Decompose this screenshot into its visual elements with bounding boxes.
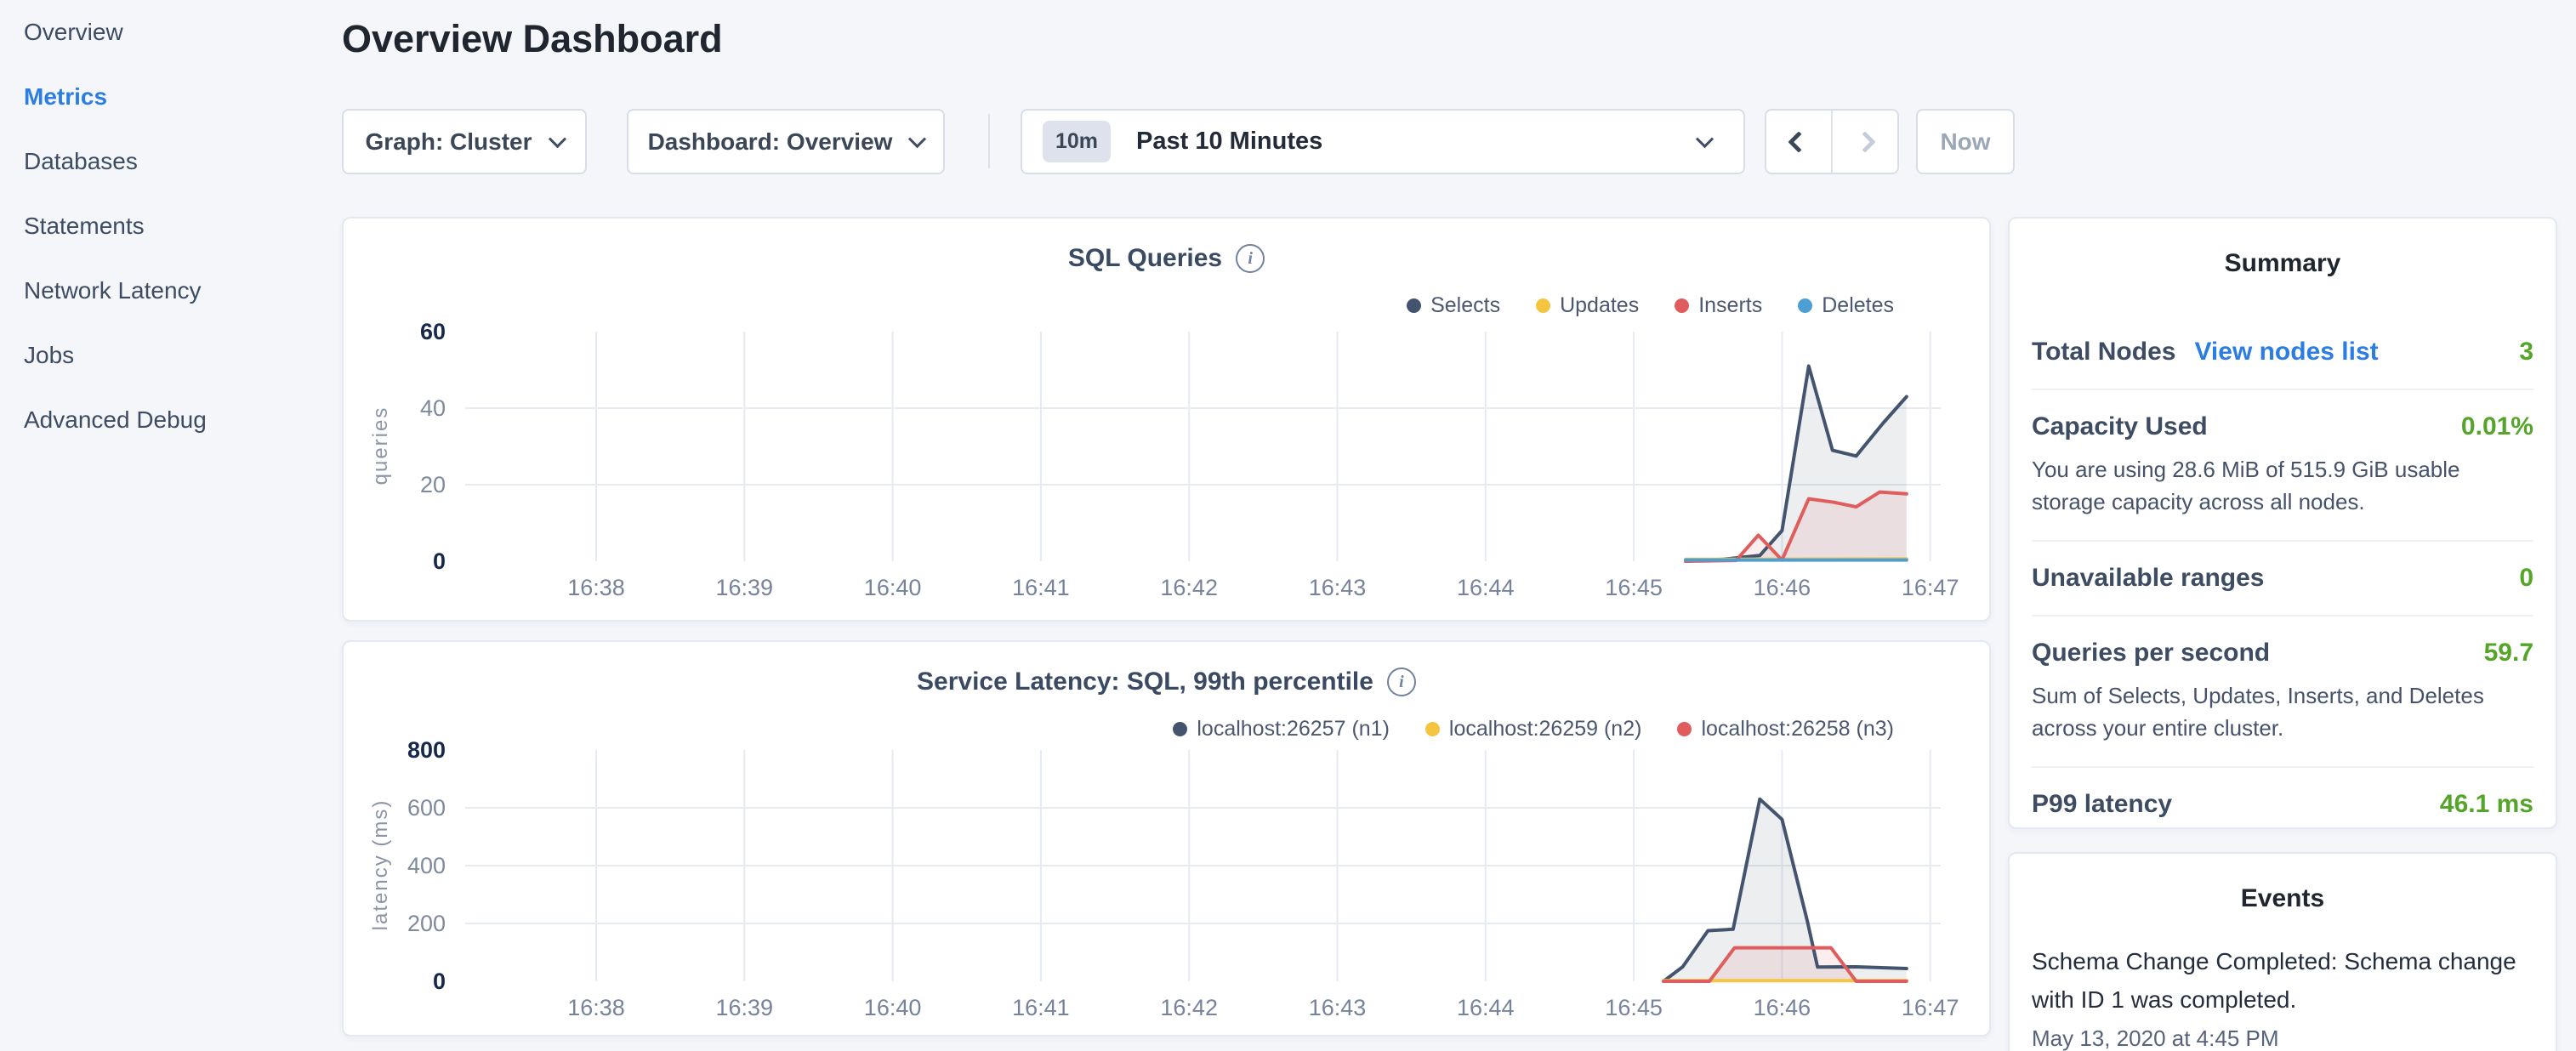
sidebar-item-statements[interactable]: Statements (0, 194, 342, 258)
events-title: Events (2032, 884, 2533, 913)
y-tick-label: 0 (344, 548, 446, 575)
time-range-label: Past 10 Minutes (1136, 128, 1322, 156)
sidebar-item-jobs[interactable]: Jobs (0, 323, 342, 388)
summary-label: P99 latency (2032, 790, 2172, 819)
dashboard-dropdown[interactable]: Dashboard: Overview (627, 109, 945, 174)
graph-dropdown[interactable]: Graph: Cluster (342, 109, 587, 174)
view-nodes-list-link[interactable]: View nodes list (2194, 338, 2378, 366)
y-tick-label: 40 (344, 395, 446, 422)
summary-value: 46.1 ms (2440, 790, 2533, 819)
graph-dropdown-label: Graph: Cluster (365, 128, 532, 156)
y-tick-label: 600 (344, 794, 446, 821)
page-title: Overview Dashboard (342, 17, 723, 61)
x-tick-label: 16:40 (829, 995, 957, 1021)
x-tick-label: 16:38 (532, 995, 660, 1021)
chart-plot-area: queries 0 20 40 60 16:38 16:39 16:40 16:41 16:42… (344, 219, 1989, 620)
chevron-down-icon (548, 130, 566, 148)
x-tick-label: 16:46 (1718, 995, 1845, 1021)
x-tick-label: 16:41 (977, 575, 1105, 601)
summary-rows: Total Nodes View nodes list 3 Capacity Used… (2032, 315, 2533, 841)
summary-row: Capacity Used 0.01% You are using 28.6 MiB… (2032, 389, 2533, 540)
chevron-right-icon (1854, 131, 1875, 152)
summary-title: Summary (2032, 249, 2533, 278)
x-tick-label: 16:41 (977, 995, 1105, 1021)
x-tick-label: 16:39 (680, 575, 808, 601)
sidebar-item-metrics[interactable]: Metrics (0, 65, 342, 129)
y-tick-label: 400 (344, 852, 446, 879)
next-time-button[interactable] (1831, 111, 1897, 173)
y-axis-label: queries (369, 318, 393, 573)
summary-label: Total Nodes (2032, 338, 2175, 366)
prev-time-button[interactable] (1766, 111, 1831, 173)
x-tick-label: 16:45 (1570, 575, 1697, 601)
x-tick-label: 16:43 (1274, 575, 1402, 601)
sidebar-item-network-latency[interactable]: Network Latency (0, 258, 342, 323)
sidebar-item-advanced-debug[interactable]: Advanced Debug (0, 388, 342, 452)
summary-row: Unavailable ranges 0 (2032, 540, 2533, 615)
y-tick-label: 0 (344, 968, 446, 995)
y-tick-label: 60 (344, 318, 446, 345)
now-button[interactable]: Now (1916, 109, 2015, 174)
sidebar-item-databases[interactable]: Databases (0, 129, 342, 194)
x-tick-label: 16:42 (1125, 575, 1253, 601)
summary-label: Capacity Used (2032, 412, 2208, 441)
x-tick-label: 16:39 (680, 995, 808, 1021)
y-tick-label: 800 (344, 736, 446, 764)
chevron-down-icon (908, 130, 926, 148)
chevron-left-icon (1788, 131, 1809, 152)
x-tick-label: 16:47 (1867, 575, 1994, 601)
time-step-button-group (1765, 109, 1899, 174)
summary-value: 0 (2519, 564, 2533, 593)
summary-value: 3 (2519, 338, 2533, 366)
y-tick-label: 20 (344, 471, 446, 498)
metrics-dashboard-app: OverviewMetricsDatabasesStatementsNetwor… (0, 0, 2576, 1051)
chevron-down-icon (1696, 130, 1714, 148)
summary-row: P99 latency 46.1 ms (2032, 766, 2533, 841)
summary-value: 59.7 (2484, 639, 2533, 668)
x-tick-label: 16:44 (1422, 575, 1550, 601)
dashboard-dropdown-label: Dashboard: Overview (648, 128, 893, 156)
summary-label: Queries per second (2032, 639, 2270, 668)
chart-panel-service-latency: Service Latency: SQL, 99th percentile i … (342, 640, 1991, 1037)
toolbar-divider (988, 114, 990, 168)
x-tick-label: 16:44 (1422, 995, 1550, 1021)
x-tick-label: 16:46 (1718, 575, 1845, 601)
summary-row: Queries per second 59.7 Sum of Selects, Up… (2032, 615, 2533, 766)
summary-description: Sum of Selects, Updates, Inserts, and De… (2032, 679, 2533, 744)
event-item: Schema Change Completed: Schema change w… (2032, 942, 2533, 1019)
x-tick-label: 16:47 (1867, 995, 1994, 1021)
summary-description: You are using 28.6 MiB of 515.9 GiB usab… (2032, 453, 2533, 518)
summary-row: Total Nodes View nodes list 3 (2032, 315, 2533, 389)
chart-plot-area: latency (ms) 020040060080016:3816:3916:4… (344, 642, 1989, 1035)
x-tick-label: 16:43 (1274, 995, 1402, 1021)
sidebar-nav: OverviewMetricsDatabasesStatementsNetwor… (0, 0, 342, 1051)
summary-panel: Summary Total Nodes View nodes list 3 Capac… (2008, 217, 2557, 829)
events-panel: Events Schema Change Completed: Schema c… (2008, 852, 2557, 1051)
y-tick-label: 200 (344, 910, 446, 937)
summary-label: Unavailable ranges (2032, 564, 2264, 593)
x-tick-label: 16:38 (532, 575, 660, 601)
chart-panel-sql-queries: SQL Queries i SelectsUpdatesInsertsDelet… (342, 217, 1991, 622)
event-timestamp: May 13, 2020 at 4:45 PM (2032, 1025, 2533, 1051)
chart-svg (344, 642, 1993, 1038)
time-range-selector[interactable]: 10m Past 10 Minutes (1021, 109, 1745, 174)
sidebar-item-overview[interactable]: Overview (0, 0, 342, 65)
chart-svg (344, 219, 1993, 623)
x-tick-label: 16:42 (1125, 995, 1253, 1021)
time-range-badge: 10m (1043, 121, 1111, 162)
summary-value: 0.01% (2461, 412, 2533, 441)
x-tick-label: 16:40 (829, 575, 957, 601)
x-tick-label: 16:45 (1570, 995, 1697, 1021)
